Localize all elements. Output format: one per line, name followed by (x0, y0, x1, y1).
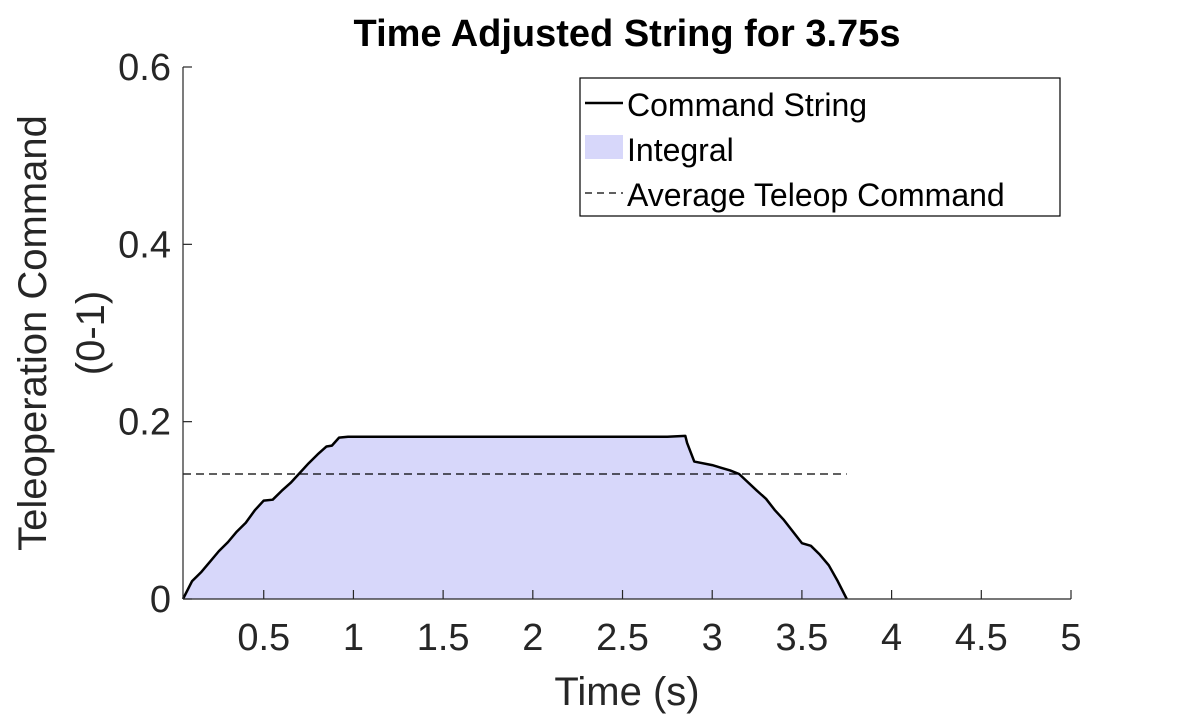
x-axis-title: Time (s) (554, 670, 699, 714)
x-tick-label: 1 (343, 617, 364, 659)
integral-area (183, 435, 847, 599)
x-tick-label: 5 (1060, 617, 1081, 659)
x-tick-label: 0.5 (237, 617, 290, 659)
legend-label-command-string: Command String (627, 87, 867, 123)
legend-box (579, 77, 1061, 217)
x-tick-label: 2 (522, 617, 543, 659)
integral-area-layer (183, 435, 847, 599)
y-tick-label: 0.4 (118, 224, 171, 266)
y-tick-label: 0.2 (118, 402, 171, 444)
chart-title: Time Adjusted String for 3.75s (354, 13, 901, 55)
y-axis-title-line-2: (0-1) (69, 291, 113, 375)
x-axis-ticks: 0.5 1 1.5 2 2.5 3 3.5 4 4.5 5 (237, 590, 1082, 659)
x-tick-label: 1.5 (417, 617, 470, 659)
x-tick-label: 2.5 (596, 617, 649, 659)
y-axis-title-line-1: Teleoperation Command (11, 115, 55, 551)
y-tick-label: 0 (150, 579, 171, 621)
legend-label-integral: Integral (627, 132, 734, 168)
axes (182, 67, 1071, 600)
x-tick-label: 3 (702, 617, 723, 659)
x-tick-label: 4.5 (955, 617, 1008, 659)
y-axis-ticks: 0 0.2 0.4 0.6 (118, 47, 192, 621)
legend-swatch-integral (585, 135, 623, 159)
y-tick-label: 0.6 (118, 47, 171, 89)
x-tick-label: 3.5 (775, 617, 828, 659)
command-line-layer (181, 434, 848, 600)
command-string-line (181, 434, 848, 600)
x-tick-label: 4 (881, 617, 902, 659)
y-axis-title-group: Teleoperation Command (0-1) (11, 115, 113, 551)
legend: Command String Integral Average Teleop C… (579, 77, 1061, 217)
legend-label-average-teleop-command: Average Teleop Command (627, 177, 1005, 213)
